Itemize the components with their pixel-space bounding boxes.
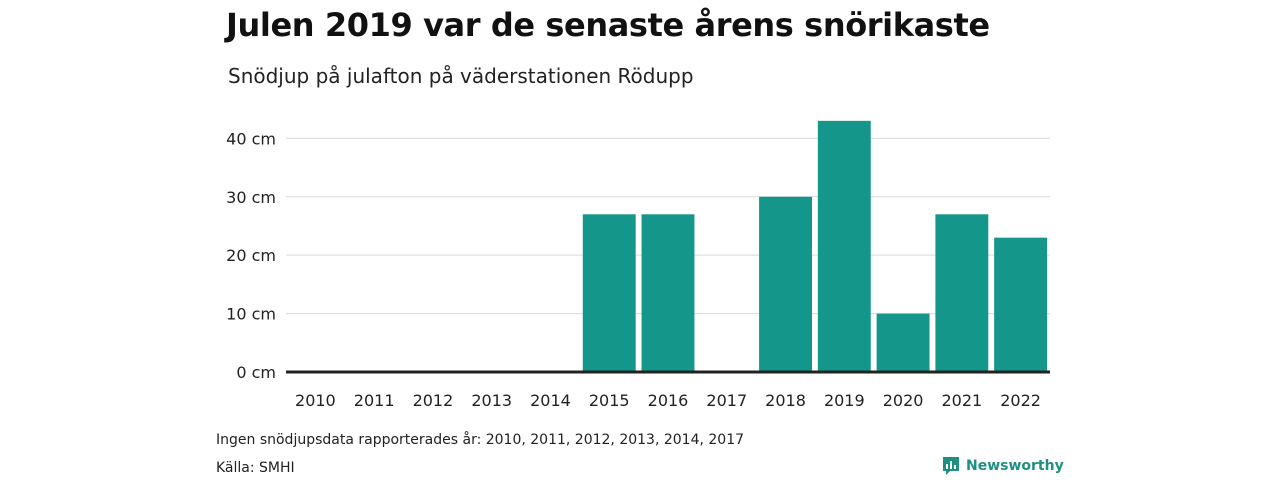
x-tick-label: 2016 xyxy=(648,391,689,410)
bar-2016 xyxy=(641,214,695,372)
bar-2022 xyxy=(994,237,1048,372)
y-axis-ticks: 0 cm 10 cm 20 cm 30 cm 40 cm xyxy=(226,129,276,382)
x-tick-label: 2020 xyxy=(883,391,924,410)
bar-2015 xyxy=(582,214,636,372)
x-tick-label: 2017 xyxy=(706,391,747,410)
source-label: Källa: SMHI xyxy=(216,460,295,476)
chart-subtitle: Snödjup på julafton på väderstationen Rö… xyxy=(228,64,694,88)
missing-data-note: Ingen snödjupsdata rapporterades år: 201… xyxy=(216,432,745,448)
x-tick-label: 2013 xyxy=(471,391,512,410)
brand-logo[interactable]: Newsworthy xyxy=(942,456,1064,476)
x-tick-label: 2014 xyxy=(530,391,571,410)
x-tick-label: 2011 xyxy=(354,391,395,410)
brand-name: Newsworthy xyxy=(966,458,1064,474)
y-tick-label: 10 cm xyxy=(226,305,276,324)
bars xyxy=(582,120,1048,372)
x-axis-ticks: 2010 2011 2012 2013 2014 2015 2016 2017 2018 2019… xyxy=(295,391,1041,410)
y-tick-label: 30 cm xyxy=(226,188,276,207)
bar-2018 xyxy=(759,196,812,372)
x-tick-label: 2015 xyxy=(589,391,630,410)
x-tick-label: 2010 xyxy=(295,391,336,410)
x-tick-label: 2022 xyxy=(1000,391,1041,410)
x-tick-label: 2019 xyxy=(824,391,865,410)
y-tick-label: 20 cm xyxy=(226,246,276,265)
chart-title: Julen 2019 var de senaste årens snörikas… xyxy=(226,6,990,44)
y-tick-label: 0 cm xyxy=(236,363,276,382)
y-tick-label: 40 cm xyxy=(226,129,276,148)
x-tick-label: 2021 xyxy=(941,391,982,410)
bar-2020 xyxy=(876,313,930,372)
bar-2021 xyxy=(935,214,989,372)
x-tick-label: 2018 xyxy=(765,391,806,410)
newsworthy-logo-icon xyxy=(943,457,959,475)
x-tick-label: 2012 xyxy=(413,391,454,410)
bar-2019 xyxy=(817,120,871,372)
